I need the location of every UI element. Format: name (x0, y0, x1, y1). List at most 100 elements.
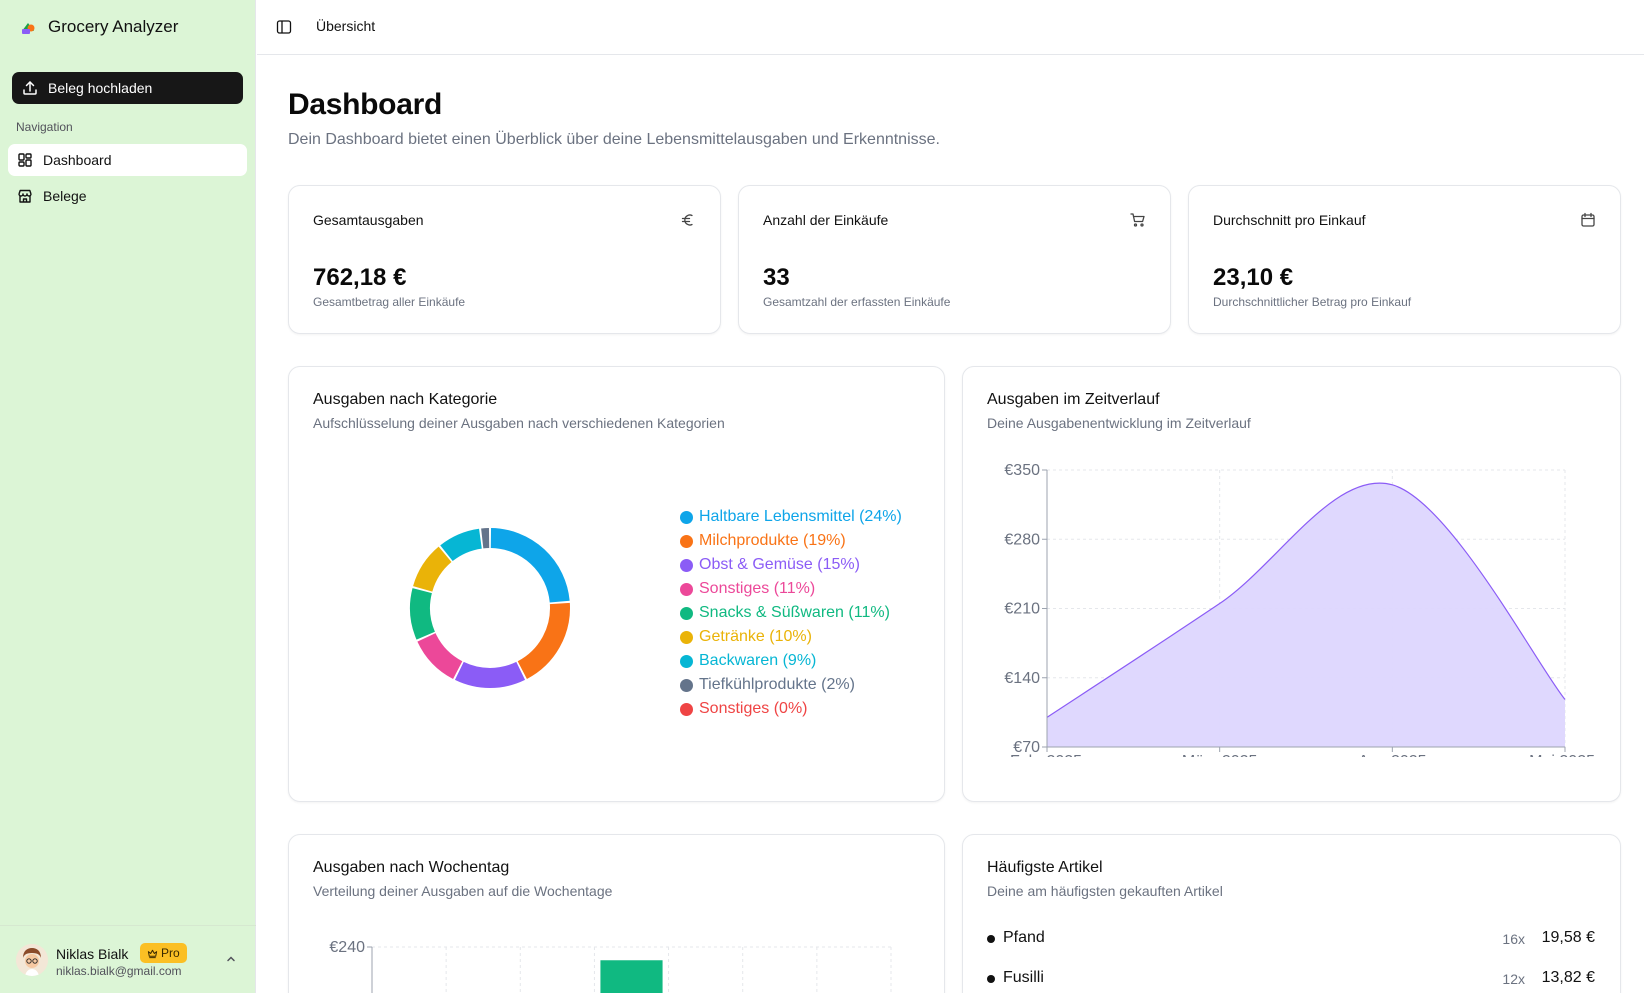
sidebar-item-receipts[interactable]: Belege (8, 180, 247, 212)
euro-icon (681, 214, 693, 226)
user-menu[interactable]: Niklas Bialk Pro niklas.bialk@gmail.com (0, 925, 256, 993)
card-title: Ausgaben nach Wochentag (313, 859, 510, 876)
legend-label: Obst & Gemüse (15%) (699, 556, 860, 573)
stat-title: Anzahl der Einkäufe (763, 212, 889, 228)
legend-item: Obst & Gemüse (15%) (680, 553, 902, 577)
pro-badge: Pro (140, 943, 187, 963)
avatar (16, 944, 48, 976)
item-count: 12x (1502, 971, 1525, 987)
card-subtitle: Deine am häufigsten gekauften Artikel (987, 883, 1223, 899)
sidebar: Grocery Analyzer Beleg hochladen Navigat… (0, 0, 256, 993)
legend-label: Sonstiges (11%) (699, 580, 816, 597)
app-name: Grocery Analyzer (48, 17, 179, 36)
stat-card-average: Durchschnitt pro Einkauf 23,10 € Durchsc… (1188, 185, 1621, 334)
legend-item: Sonstiges (11%) (680, 577, 902, 601)
legend-item: Haltbare Lebensmittel (24%) (680, 505, 902, 529)
area-chart: €350 €280 €210 €140 €70Feb. 2025 März 2025 Apr… (1004, 462, 1595, 757)
y-tick-label: €240 (329, 939, 365, 956)
donut-chart (410, 528, 570, 688)
donut-slice (417, 632, 463, 679)
card-title: Häufigste Artikel (987, 859, 1103, 876)
donut-slice (454, 661, 526, 688)
x-tick-label: März 2025 (1182, 753, 1258, 757)
user-name: Niklas Bialk (56, 946, 129, 962)
cart-icon (1130, 213, 1145, 227)
stat-title: Durchschnitt pro Einkauf (1213, 212, 1366, 228)
x-tick-label: Apr. 2025 (1358, 753, 1427, 757)
sidebar-item-label: Dashboard (43, 152, 112, 168)
stat-value: 33 (763, 264, 790, 291)
card-title: Ausgaben nach Kategorie (313, 391, 498, 408)
stat-description: Gesamtzahl der erfassten Einkäufe (763, 295, 951, 309)
legend-item: Milchprodukte (19%) (680, 529, 902, 553)
breadcrumb: Übersicht (316, 18, 376, 34)
legend-dot (680, 630, 693, 644)
donut-slice (517, 602, 570, 679)
brand[interactable]: Grocery Analyzer (18, 16, 178, 38)
bullet-icon (987, 975, 995, 983)
sidebar-item-label: Belege (43, 188, 87, 204)
legend-dot (680, 582, 693, 596)
crown-icon (147, 949, 158, 958)
bar-chart: €240€180 (329, 939, 892, 993)
stat-card-total: Gesamtausgaben 762,18 € Gesamtbetrag all… (288, 185, 721, 334)
y-tick-label: €140 (1004, 670, 1040, 687)
legend-dot (680, 702, 693, 716)
sidebar-toggle-icon[interactable] (276, 19, 292, 35)
item-name: Pfand (1003, 929, 1045, 946)
item-amount: 13,82 € (1541, 969, 1595, 986)
chevron-up-icon[interactable] (224, 952, 238, 966)
legend-label: Haltbare Lebensmittel (24%) (699, 508, 902, 525)
legend-dot (680, 534, 693, 548)
stat-description: Gesamtbetrag aller Einkäufe (313, 295, 466, 309)
legend-item: Backwaren (9%) (680, 649, 902, 673)
nav-section-label: Navigation (16, 120, 73, 134)
list-item[interactable]: Pfand 16x 19,58 € (987, 927, 1595, 951)
y-tick-label: €350 (1004, 462, 1040, 479)
legend-item: Snacks & Süßwaren (11%) (680, 601, 902, 625)
x-tick-label: Mai 2025 (1529, 753, 1595, 757)
legend-label: Milchprodukte (19%) (699, 532, 846, 549)
list-item[interactable]: Fusilli 12x 13,82 € (987, 967, 1595, 991)
card-title: Ausgaben im Zeitverlauf (987, 391, 1160, 408)
chart-legend: Haltbare Lebensmittel (24%) Milchprodukte… (680, 505, 902, 721)
dashboard-icon (18, 153, 32, 167)
area-line (1046, 482, 1566, 718)
legend-label: Tiefkühlprodukte (2%) (699, 676, 855, 693)
page-title: Dashboard (288, 88, 442, 121)
stat-title: Gesamtausgaben (313, 212, 424, 228)
card-subtitle: Verteilung deiner Ausgaben auf die Woche… (313, 883, 613, 899)
item-amount: 19,58 € (1541, 929, 1595, 946)
y-tick-label: €70 (1013, 739, 1040, 756)
legend-item: Sonstiges (0%) (680, 697, 902, 721)
card-subtitle: Aufschlüsselung deiner Ausgaben nach ver… (313, 415, 725, 431)
category-chart-card: Ausgaben nach Kategorie Aufschlüsselung … (288, 366, 945, 802)
store-icon (18, 189, 32, 203)
weekday-chart-card: Ausgaben nach Wochentag Verteilung deine… (288, 834, 945, 993)
y-tick-label: €210 (1004, 601, 1040, 618)
stat-description: Durchschnittlicher Betrag pro Einkauf (1213, 295, 1412, 309)
upload-receipt-label: Beleg hochladen (48, 80, 153, 96)
stat-value: 762,18 € (313, 264, 407, 291)
donut-slice (440, 528, 483, 562)
logo-icon (22, 23, 35, 34)
bar (600, 960, 663, 993)
card-subtitle: Deine Ausgabenentwicklung im Zeitverlauf (987, 415, 1251, 431)
legend-dot (680, 606, 693, 620)
page-subtitle: Dein Dashboard bietet einen Überblick üb… (288, 131, 940, 148)
item-count: 16x (1502, 931, 1525, 947)
legend-label: Backwaren (9%) (699, 652, 817, 669)
stat-value: 23,10 € (1213, 264, 1294, 291)
top-items-card: Häufigste Artikel Deine am häufigsten ge… (962, 834, 1621, 993)
pro-badge-label: Pro (161, 946, 180, 960)
bullet-icon (987, 935, 995, 943)
top-bar: Übersicht (257, 0, 1644, 55)
sidebar-item-dashboard[interactable]: Dashboard (8, 144, 247, 176)
time-chart-card: Ausgaben im Zeitverlauf Deine Ausgabenen… (962, 366, 1621, 802)
legend-item: Getränke (10%) (680, 625, 902, 649)
legend-dot (680, 510, 693, 524)
item-name: Fusilli (1003, 969, 1044, 986)
stat-card-count: Anzahl der Einkäufe 33 Gesamtzahl der er… (738, 185, 1171, 334)
donut-slice (413, 546, 452, 593)
upload-receipt-button[interactable]: Beleg hochladen (12, 72, 243, 104)
